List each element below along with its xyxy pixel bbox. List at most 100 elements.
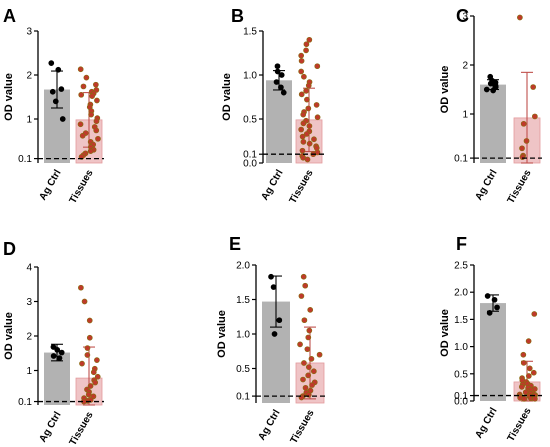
y-tick-label: 1.0 (236, 330, 250, 341)
data-point-tissues (530, 369, 537, 376)
data-point-tissues (298, 91, 305, 98)
data-point-tissues (298, 68, 305, 75)
data-point-tissues (86, 317, 93, 324)
data-point-tissues (309, 382, 315, 388)
data-point-tissues (89, 93, 95, 99)
data-point-tissues (297, 341, 303, 348)
y-tick-label: 2 (462, 61, 468, 72)
y-tick-label: 0.0 (454, 397, 468, 408)
y-tick-label: 0.1 (243, 150, 257, 161)
chart-panel-d: D OD value Ag Ctrl Tissues 0.1 1 2 3 4 (3, 239, 104, 447)
data-point-ag-ctrl (273, 79, 280, 85)
y-tick-label: 2 (26, 71, 32, 82)
data-point-tissues (304, 346, 311, 353)
data-point-ag-ctrl (276, 317, 283, 324)
data-point-ag-ctrl (55, 66, 62, 73)
data-point-tissues (80, 83, 87, 90)
y-tick-label: 1.0 (454, 342, 468, 353)
data-point-tissues (300, 273, 307, 280)
y-tick-label: 0.1 (18, 397, 32, 408)
category-label-ag-ctrl: Ag Ctrl (473, 168, 499, 203)
panel-letter: B (231, 6, 244, 26)
y-tick-label: 0.5 (243, 115, 257, 126)
data-point-ag-ctrl (280, 89, 287, 96)
data-point-tissues (532, 395, 538, 402)
data-point-tissues (525, 373, 532, 379)
data-point-tissues (519, 154, 526, 160)
y-tick-label: 0.1 (236, 392, 250, 403)
data-point-tissues (307, 307, 314, 313)
data-point-tissues (521, 395, 528, 402)
panel-letter: D (3, 239, 16, 259)
data-point-tissues (303, 41, 310, 48)
data-point-tissues (525, 338, 532, 345)
y-tick-label: 0.1 (454, 154, 468, 165)
data-point-tissues (303, 87, 309, 94)
data-point-tissues (310, 368, 317, 375)
data-point-tissues (302, 282, 309, 289)
data-point-tissues (93, 81, 99, 88)
data-point-tissues (300, 376, 306, 383)
data-point-tissues (306, 327, 313, 334)
category-label-tissues: Tissues (289, 408, 317, 446)
data-point-tissues (531, 311, 538, 317)
data-point-tissues (84, 352, 91, 358)
category-label-ag-ctrl: Ag Ctrl (37, 168, 63, 203)
data-point-tissues (84, 345, 91, 351)
bar-ag-ctrl (266, 80, 292, 163)
data-point-tissues (94, 373, 101, 380)
y-axis-title: OD value (3, 312, 15, 360)
y-tick-label: 1.5 (236, 295, 250, 306)
data-point-tissues (311, 136, 317, 143)
data-point-tissues (298, 58, 305, 64)
data-point-tissues (95, 135, 101, 142)
data-point-ag-ctrl (50, 353, 57, 359)
data-point-tissues (304, 156, 311, 163)
y-tick-label: 0.0 (243, 159, 257, 170)
y-axis-title: OD value (439, 66, 451, 114)
data-point-tissues (520, 120, 527, 127)
data-point-tissues (306, 123, 313, 129)
data-point-tissues (303, 131, 310, 137)
bar-ag-ctrl (480, 303, 506, 401)
data-point-tissues (90, 369, 97, 376)
data-point-tissues (520, 351, 527, 358)
category-label-tissues: Tissues (288, 168, 316, 206)
y-tick-label: 3 (26, 27, 32, 38)
category-label-ag-ctrl: Ag Ctrl (37, 410, 63, 445)
data-point-ag-ctrl (274, 63, 281, 70)
y-tick-label: 2 (26, 332, 32, 343)
data-point-ag-ctrl (270, 284, 277, 290)
data-point-tissues (77, 66, 84, 73)
y-axis-title: OD value (3, 73, 15, 121)
data-point-tissues (519, 145, 525, 152)
data-point-ag-ctrl (52, 98, 59, 105)
data-point-tissues (300, 111, 307, 118)
data-point-ag-ctrl (54, 346, 61, 353)
data-point-tissues (518, 384, 525, 390)
category-label-tissues: Tissues (506, 168, 534, 206)
data-point-ag-ctrl (483, 86, 490, 93)
data-point-tissues (83, 74, 90, 81)
data-point-tissues (301, 317, 308, 324)
chart-panel-a: A OD value Ag Ctrl Tissues 0.1 1 2 3 (3, 6, 104, 206)
data-point-ag-ctrl (268, 273, 274, 280)
data-point-tissues (530, 84, 537, 90)
data-point-tissues (299, 147, 306, 154)
bar-ag-ctrl (480, 84, 506, 163)
data-point-tissues (93, 118, 100, 125)
y-tick-label: 0.1 (454, 391, 468, 402)
y-tick-label: 3 (462, 12, 468, 23)
data-point-ag-ctrl (48, 60, 55, 66)
panel-letter: C (456, 6, 469, 26)
y-tick-label: 0.5 (454, 369, 468, 380)
y-tick-label: 2.0 (454, 288, 468, 299)
data-point-tissues (87, 383, 94, 389)
data-point-tissues (314, 63, 321, 70)
data-point-tissues (299, 133, 306, 140)
category-label-tissues: Tissues (506, 406, 534, 444)
data-point-ag-ctrl (278, 72, 285, 78)
data-point-ag-ctrl (58, 86, 65, 92)
y-axis-title: OD value (216, 310, 228, 358)
